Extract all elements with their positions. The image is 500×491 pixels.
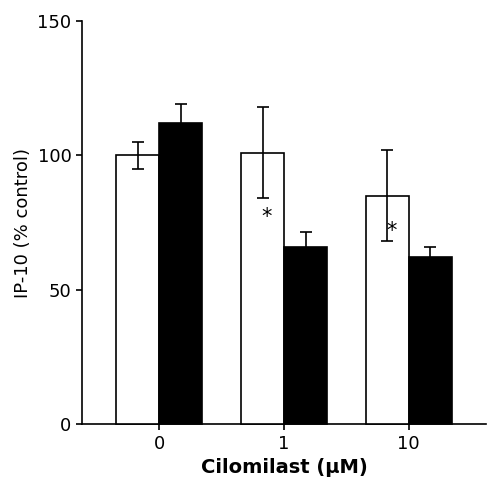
Bar — [284, 246, 327, 424]
Bar — [366, 195, 408, 424]
Bar — [160, 123, 202, 424]
Bar — [408, 257, 452, 424]
Text: *: * — [386, 221, 396, 242]
Bar — [116, 155, 160, 424]
Text: *: * — [262, 207, 272, 226]
X-axis label: Cilomilast (μM): Cilomilast (μM) — [200, 458, 368, 477]
Y-axis label: IP-10 (% control): IP-10 (% control) — [14, 147, 32, 298]
Bar — [241, 153, 284, 424]
